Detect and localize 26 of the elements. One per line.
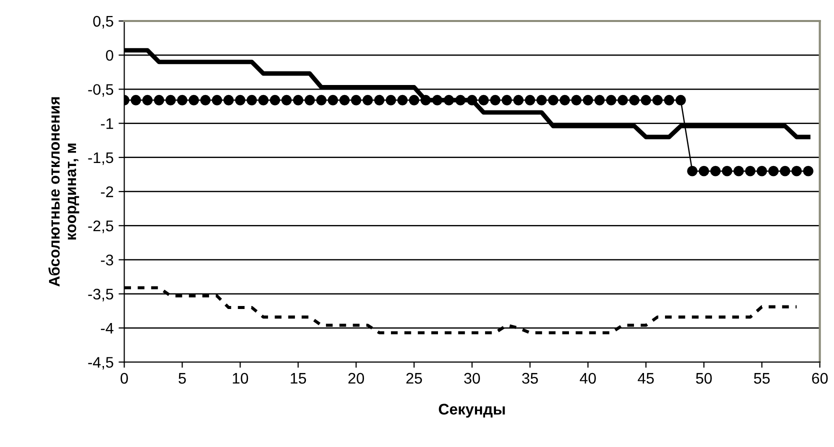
x-tick-label: 30 [464, 372, 480, 384]
y-tick-label: 0,5 [93, 16, 114, 28]
x-tick-label: 0 [120, 372, 128, 384]
x-tick-label: 35 [522, 372, 538, 384]
y-tick-label: -2 [100, 186, 114, 198]
x-tick-label: 20 [348, 372, 364, 384]
x-tick-label: 25 [406, 372, 422, 384]
x-axis-title: Секунды [438, 404, 505, 418]
y-tick-label: -3 [100, 254, 114, 266]
y-tick-label: 0 [106, 50, 114, 61]
y-tick-label: -3,5 [88, 288, 114, 302]
x-tick-label: 5 [178, 373, 186, 384]
y-tick-label: -4,5 [88, 357, 114, 370]
x-tick-label: 50 [696, 372, 712, 384]
x-tick-label: 40 [580, 372, 596, 384]
x-tick-label: 45 [638, 373, 654, 384]
y-tick-label: -4 [100, 322, 114, 334]
x-tick-label: 55 [754, 373, 770, 384]
x-tick-label: 10 [232, 372, 248, 384]
y-tick-label: -1 [100, 118, 114, 129]
y-tick-label: -2,5 [88, 220, 114, 234]
x-tick-label: 15 [290, 373, 306, 384]
y-axis-title: Абсолютные отклонения координат, м [48, 97, 80, 287]
y-tick-label: -0,5 [88, 84, 114, 97]
y-tick-label: -1,5 [88, 152, 114, 165]
x-tick-label: 60 [812, 372, 828, 384]
